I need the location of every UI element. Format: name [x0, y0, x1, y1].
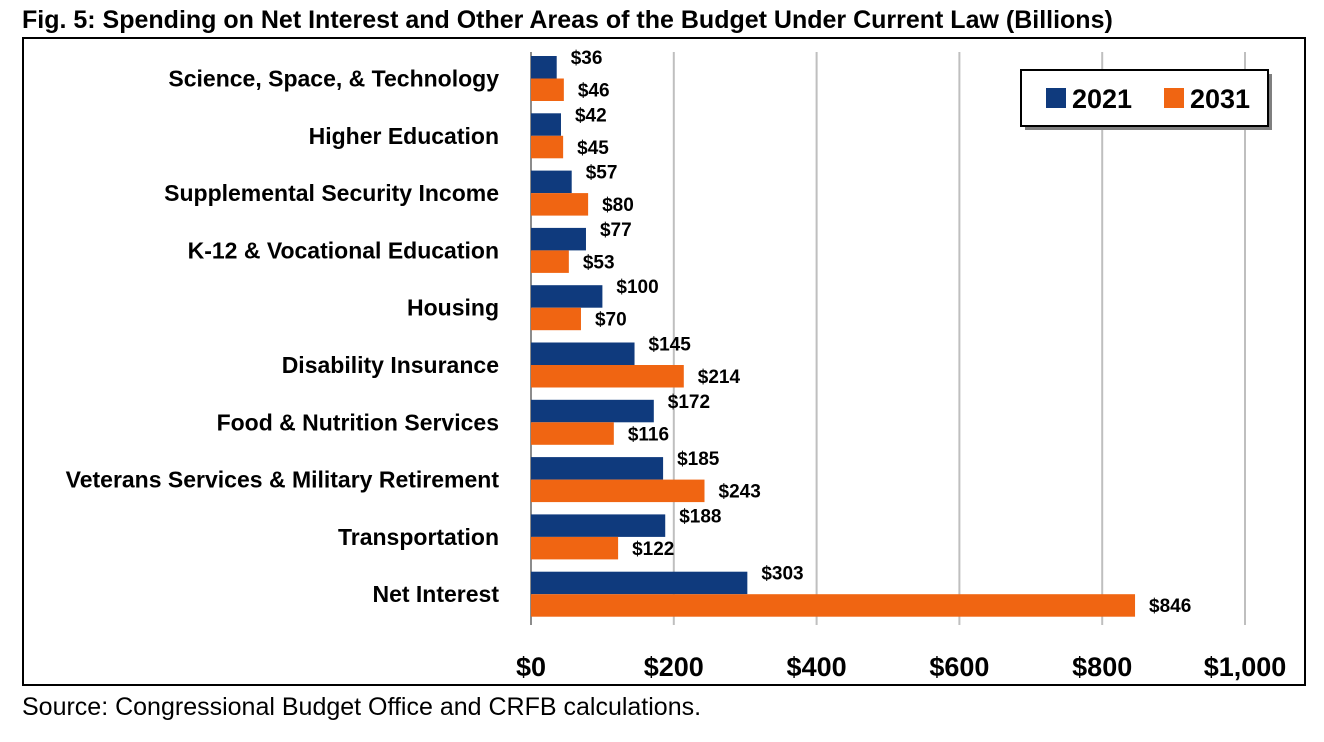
bar-2031: [531, 594, 1136, 617]
data-label-2031: $243: [719, 482, 761, 503]
data-label-2021: $188: [679, 506, 721, 527]
data-label-2031: $70: [595, 310, 627, 331]
data-label-2021: $100: [616, 277, 658, 298]
bar-2031: [531, 307, 581, 331]
x-tick-label: $400: [787, 652, 847, 682]
category-label: Science, Space, & Technology: [168, 66, 499, 92]
data-label-2031: $80: [602, 195, 634, 216]
data-label-2031: $122: [632, 539, 674, 560]
x-tick-label: $600: [929, 652, 989, 682]
bar-2021: [531, 457, 664, 480]
legend-label-2021: 2021: [1072, 84, 1132, 114]
category-label: Net Interest: [372, 581, 499, 607]
data-label-2031: $116: [628, 424, 669, 445]
bar-2031: [531, 250, 569, 273]
data-label-2021: $36: [571, 48, 603, 69]
data-label-2021: $77: [600, 220, 632, 241]
data-label-2021: $172: [668, 392, 710, 413]
bar-2031: [531, 193, 589, 216]
data-label-2021: $185: [677, 449, 720, 470]
legend-swatch-2021: [1046, 88, 1066, 108]
data-label-2031: $214: [698, 367, 741, 388]
bar-2031: [531, 365, 684, 388]
legend-swatch-2031: [1164, 88, 1184, 108]
data-label-2031: $846: [1149, 596, 1191, 617]
bar-2021: [531, 113, 561, 136]
legend-label-2031: 2031: [1190, 84, 1250, 114]
chart-frame: [22, 37, 1306, 686]
x-tick-label: $200: [644, 652, 704, 682]
bar-2021: [531, 56, 557, 79]
data-label-2031: $45: [577, 138, 609, 159]
x-tick-label: $800: [1072, 652, 1132, 682]
bar-2021: [531, 227, 586, 251]
category-label: K-12 & Vocational Education: [188, 237, 499, 263]
category-label: Transportation: [338, 524, 499, 550]
bar-2021: [531, 571, 748, 595]
data-label-2021: $145: [649, 335, 692, 356]
category-label: Housing: [407, 295, 499, 321]
data-label-2031: $46: [578, 81, 610, 102]
bar-2021: [531, 285, 603, 308]
bar-2021: [531, 399, 654, 423]
bar-2021: [531, 514, 666, 537]
source-note: Source: Congressional Budget Office and …: [22, 693, 702, 721]
category-label: Veterans Services & Military Retirement: [66, 467, 500, 493]
bar-2031: [531, 422, 614, 445]
bar-2021: [531, 342, 635, 365]
category-label: Food & Nutrition Services: [217, 409, 499, 435]
bar-2031: [531, 536, 619, 560]
category-label: Supplemental Security Income: [164, 180, 499, 206]
bar-2021: [531, 170, 572, 194]
x-tick-label: $1,000: [1204, 652, 1287, 682]
data-label-2031: $53: [583, 252, 615, 273]
data-label-2021: $57: [586, 163, 618, 184]
bar-2031: [531, 78, 564, 101]
bar-2031: [531, 479, 705, 503]
x-tick-label: $0: [516, 652, 546, 682]
bar-2031: [531, 135, 564, 159]
category-label: Higher Education: [309, 123, 499, 149]
chart-title: Fig. 5: Spending on Net Interest and Oth…: [22, 6, 1113, 34]
data-label-2021: $303: [761, 564, 803, 585]
category-label: Disability Insurance: [282, 352, 499, 378]
data-label-2021: $42: [575, 105, 607, 126]
